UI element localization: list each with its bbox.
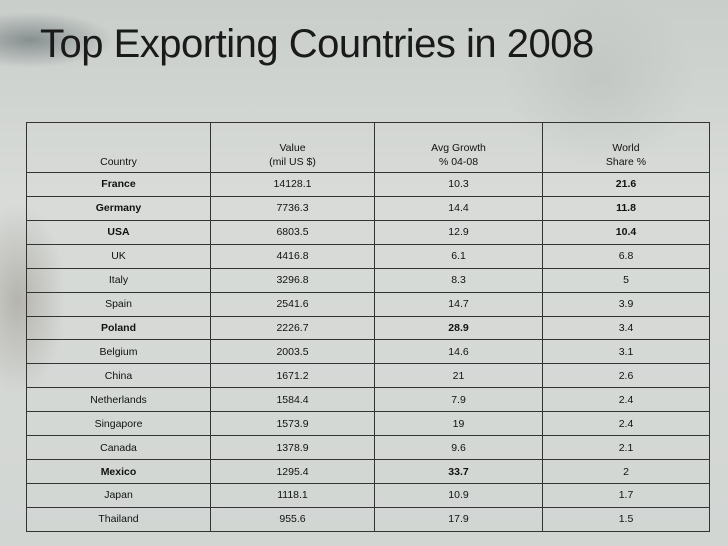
table-row: UK 4416.8 6.1 6.8 bbox=[26, 243, 710, 269]
cell-growth: 14.6 bbox=[374, 339, 543, 365]
cell-country: Poland bbox=[26, 315, 211, 341]
cell-growth: 10.3 bbox=[374, 172, 543, 197]
cell-country: Singapore bbox=[26, 411, 211, 437]
header-share-line2: Share % bbox=[605, 156, 647, 168]
table-row: Canada 1378.9 9.6 2.1 bbox=[26, 435, 710, 461]
cell-country: USA bbox=[26, 219, 211, 245]
cell-share: 6.8 bbox=[542, 243, 710, 269]
cell-value: 1378.9 bbox=[210, 435, 375, 461]
cell-country: China bbox=[26, 363, 211, 389]
table-row: Poland 2226.7 28.9 3.4 bbox=[26, 315, 710, 341]
table-row: Spain 2541.6 14.7 3.9 bbox=[26, 291, 710, 317]
header-value-line1: Value bbox=[279, 142, 306, 154]
cell-value: 2541.6 bbox=[210, 291, 375, 317]
cell-share: 1.5 bbox=[542, 506, 710, 533]
cell-growth: 19 bbox=[374, 411, 543, 437]
slide-title: Top Exporting Countries in 2008 bbox=[40, 22, 594, 66]
cell-country: France bbox=[26, 172, 211, 197]
cell-growth: 8.3 bbox=[374, 267, 543, 293]
cell-growth: 14.7 bbox=[374, 291, 543, 317]
cell-country: Netherlands bbox=[26, 387, 211, 413]
header-row: Country Value (mil US $) Avg Growth % 04… bbox=[26, 122, 710, 173]
cell-value: 6803.5 bbox=[210, 219, 375, 245]
cell-value: 14128.1 bbox=[210, 172, 375, 197]
cell-country: Germany bbox=[26, 195, 211, 221]
table-row: Germany 7736.3 14.4 11.8 bbox=[26, 195, 710, 221]
header-value: Value (mil US $) bbox=[210, 122, 375, 173]
cell-share: 2.4 bbox=[542, 387, 710, 413]
cell-growth: 33.7 bbox=[374, 459, 543, 484]
cell-value: 1118.1 bbox=[210, 482, 375, 508]
header-country-label: Country bbox=[100, 156, 137, 168]
cell-share: 3.4 bbox=[542, 315, 710, 341]
cell-growth: 10.9 bbox=[374, 482, 543, 508]
cell-value: 2226.7 bbox=[210, 315, 375, 341]
cell-growth: 6.1 bbox=[374, 243, 543, 269]
cell-share: 10.4 bbox=[542, 219, 710, 245]
table-row: USA 6803.5 12.9 10.4 bbox=[26, 219, 710, 245]
header-growth-line1: Avg Growth bbox=[431, 142, 486, 154]
table-row: Singapore 1573.9 19 2.4 bbox=[26, 411, 710, 437]
cell-share: 21.6 bbox=[542, 172, 710, 197]
cell-growth: 14.4 bbox=[374, 195, 543, 221]
table-row: Belgium 2003.5 14.6 3.1 bbox=[26, 339, 710, 365]
cell-growth: 7.9 bbox=[374, 387, 543, 413]
cell-value: 2003.5 bbox=[210, 339, 375, 365]
table-row: Thailand 955.6 17.9 1.5 bbox=[26, 506, 710, 533]
table-row: Netherlands 1584.4 7.9 2.4 bbox=[26, 387, 710, 413]
cell-value: 1295.4 bbox=[210, 459, 375, 484]
cell-value: 1584.4 bbox=[210, 387, 375, 413]
cell-share: 2 bbox=[542, 459, 710, 484]
cell-country: Thailand bbox=[26, 506, 211, 533]
cell-growth: 9.6 bbox=[374, 435, 543, 461]
cell-growth: 28.9 bbox=[374, 315, 543, 341]
table-row: Japan 1118.1 10.9 1.7 bbox=[26, 482, 710, 508]
cell-country: Belgium bbox=[26, 339, 211, 365]
cell-country: Italy bbox=[26, 267, 211, 293]
cell-growth: 21 bbox=[374, 363, 543, 389]
cell-value: 7736.3 bbox=[210, 195, 375, 221]
table-row: Italy 3296.8 8.3 5 bbox=[26, 267, 710, 293]
exports-table-container: Country Value (mil US $) Avg Growth % 04… bbox=[26, 122, 710, 533]
cell-value: 3296.8 bbox=[210, 267, 375, 293]
header-growth-line2: % 04-08 bbox=[438, 156, 479, 168]
table-row: Mexico 1295.4 33.7 2 bbox=[26, 459, 710, 484]
table-body: France 14128.1 10.3 21.6 Germany 7736.3 14.4 11… bbox=[26, 172, 710, 533]
header-growth: Avg Growth % 04-08 bbox=[374, 122, 543, 173]
cell-share: 2.4 bbox=[542, 411, 710, 437]
cell-country: Canada bbox=[26, 435, 211, 461]
cell-value: 955.6 bbox=[210, 506, 375, 533]
header-value-line2: (mil US $) bbox=[269, 156, 316, 168]
cell-value: 4416.8 bbox=[210, 243, 375, 269]
cell-share: 5 bbox=[542, 267, 710, 293]
cell-share: 1.7 bbox=[542, 482, 710, 508]
cell-share: 3.1 bbox=[542, 339, 710, 365]
table-row: China 1671.2 21 2.6 bbox=[26, 363, 710, 389]
cell-country: Mexico bbox=[26, 459, 211, 484]
cell-value: 1671.2 bbox=[210, 363, 375, 389]
cell-share: 11.8 bbox=[542, 195, 710, 221]
cell-growth: 17.9 bbox=[374, 506, 543, 533]
cell-share: 3.9 bbox=[542, 291, 710, 317]
cell-country: UK bbox=[26, 243, 211, 269]
header-share-line1: World bbox=[612, 142, 640, 154]
exports-table: Country Value (mil US $) Avg Growth % 04… bbox=[26, 122, 710, 533]
header-share: World Share % bbox=[542, 122, 710, 173]
table-row: France 14128.1 10.3 21.6 bbox=[26, 172, 710, 197]
cell-country: Japan bbox=[26, 482, 211, 508]
cell-share: 2.6 bbox=[542, 363, 710, 389]
cell-country: Spain bbox=[26, 291, 211, 317]
cell-value: 1573.9 bbox=[210, 411, 375, 437]
header-country: Country bbox=[26, 122, 211, 173]
cell-growth: 12.9 bbox=[374, 219, 543, 245]
cell-share: 2.1 bbox=[542, 435, 710, 461]
